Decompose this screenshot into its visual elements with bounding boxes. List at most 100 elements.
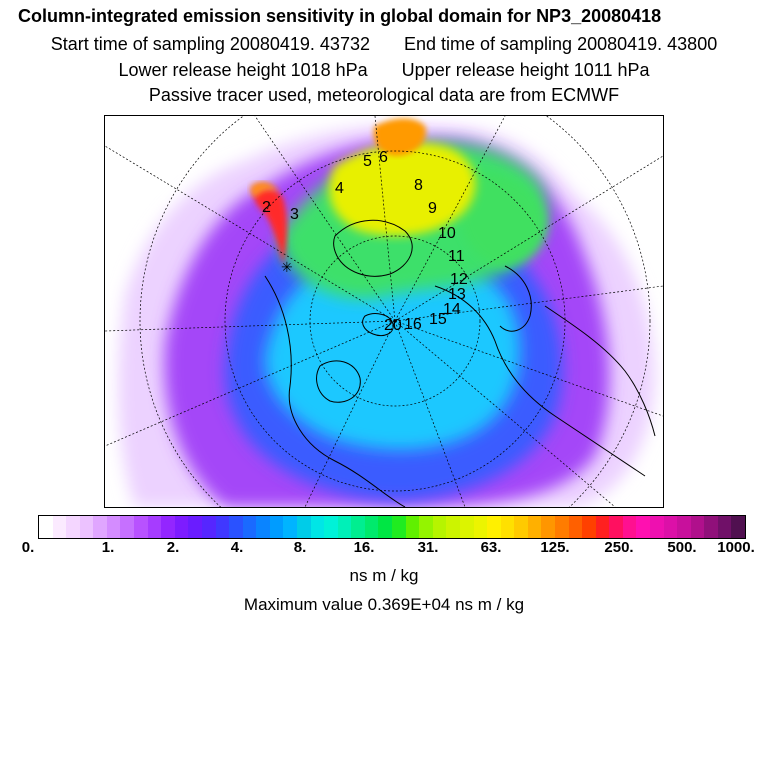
meridian-8 [394,320,616,507]
colorbar-segment [283,516,297,538]
latitude-circle-inner [309,235,481,407]
colorbar-tick-label: 31. [417,539,439,556]
field-orange-plume [250,181,279,198]
sensitivity-field [118,118,656,507]
colorbar-segment [432,516,447,538]
coast-eurasia [434,285,646,477]
marker-20: 20 [384,317,402,334]
colorbar-segment [269,516,284,538]
release-markers: 2 3 4 5 6 8 9 10 11 12 13 14 15 16 20 ✳ [262,149,468,334]
meridian-4 [394,116,506,322]
marker-15: 15 [429,311,447,328]
start-time: Start time of sampling 20080419. 43732 [50,34,370,54]
colorbar-tick-label: 1000. [717,539,755,556]
colorbar-segment [351,516,365,538]
colorbar-segment [296,516,311,538]
colorbar-segment [677,516,691,538]
meridian-1 [105,145,396,322]
colorbar-segment [364,516,379,538]
emission-sensitivity-map: 2 3 4 5 6 8 9 10 11 12 13 14 15 16 20 ✳ [104,115,664,508]
map-canvas: 2 3 4 5 6 8 9 10 11 12 13 14 15 16 20 ✳ [105,116,663,507]
colorbar-segment [419,516,433,538]
coast-arctic-islands [362,313,394,337]
marker-4: 4 [335,180,344,197]
marker-6: 6 [379,149,388,166]
colorbar-tick-label: 4. [230,539,244,556]
colorbar-segment [324,516,338,538]
marker-3: 3 [290,206,299,223]
colorbar-segment [310,516,325,538]
colorbar-segment [79,516,94,538]
colorbar-segment [663,516,678,538]
colorbar-segment [446,516,460,538]
colorbar-segment [66,516,80,538]
colorbar-tick-label: 63. [480,539,502,556]
latitude-circle-outer [139,116,651,507]
colorbar-tick-label: 2. [166,539,180,556]
colorbar-segment [106,516,121,538]
colorbar-segment [514,516,528,538]
release-heights: Lower release height 1018 hPa Upper relea… [0,60,768,81]
colorbar-tick-label: 0. [21,539,35,556]
colorbar-tick-label: 8. [293,539,307,556]
colorbar-segment [52,516,67,538]
field-red-plume [253,187,287,266]
marker-8: 8 [414,177,423,194]
field-green-east [460,173,546,266]
plot-title: Column-integrated emission sensitivity i… [18,6,662,26]
colorbar-tick-label: 1. [101,539,115,556]
meridian-2 [254,116,396,322]
meridian-6 [394,285,663,322]
colorbar-segment [609,516,623,538]
marker-10: 10 [438,225,456,242]
lower-release-height: Lower release height 1018 hPa [118,60,368,80]
colorbar-tick-label: 500. [667,539,697,556]
coast-north-america [264,275,406,507]
colorbar-segment [256,516,270,538]
colorbar-ticks: 0. 1. 2. 4. 8. 16. 31. 63. 125. 250. 500. 1000. [0,539,768,559]
field-yellow [329,142,476,236]
coast-hudson-bay [316,360,361,403]
coastlines [264,219,656,507]
marker-14: 14 [443,301,461,318]
colorbar-segment [392,516,406,538]
tracer-info: Passive tracer used, meteorological data… [148,85,620,105]
colorbar-segment [161,516,175,538]
colorbar-segment [405,516,420,538]
colorbar-segment [93,516,107,538]
colorbar-segment [459,516,474,538]
meridian-7 [394,320,663,417]
colorbar-tick-label: 250. [604,539,634,556]
colorbar-units: ns m / kg [349,566,419,585]
marker-11: 11 [448,248,465,265]
meridian-12 [105,320,396,332]
colorbar-segment [188,516,202,538]
end-time: End time of sampling 20080419. 43800 [403,34,718,54]
marker-16: 16 [404,316,422,333]
marker-5: 5 [363,153,372,170]
colorbar-segment [39,516,53,538]
coast-east [544,305,656,437]
colorbar-tick-label: 125. [540,539,570,556]
colorbar-segment [473,516,488,538]
colorbar-tick-label: 16. [353,539,375,556]
meridian-11 [105,320,396,447]
colorbar-segment [650,516,664,538]
colorbar-segment [174,516,189,538]
colorbar-segment [134,516,148,538]
marker-12: 12 [450,271,468,288]
graticule [105,116,663,507]
colorbar-segment [147,516,162,538]
release-point-star: ✳ [281,259,293,275]
meridian-9 [394,320,466,507]
colorbar-segment [242,516,257,538]
colorbar-segment [731,516,746,538]
colorbar-segment [337,516,352,538]
colorbar-segment [568,516,583,538]
colorbar-segment [582,516,596,538]
colorbar-segment [229,516,243,538]
colorbar-segment [201,516,216,538]
upper-release-height: Upper release height 1011 hPa [401,60,650,80]
colorbar [38,515,746,539]
colorbar-segment [527,516,542,538]
